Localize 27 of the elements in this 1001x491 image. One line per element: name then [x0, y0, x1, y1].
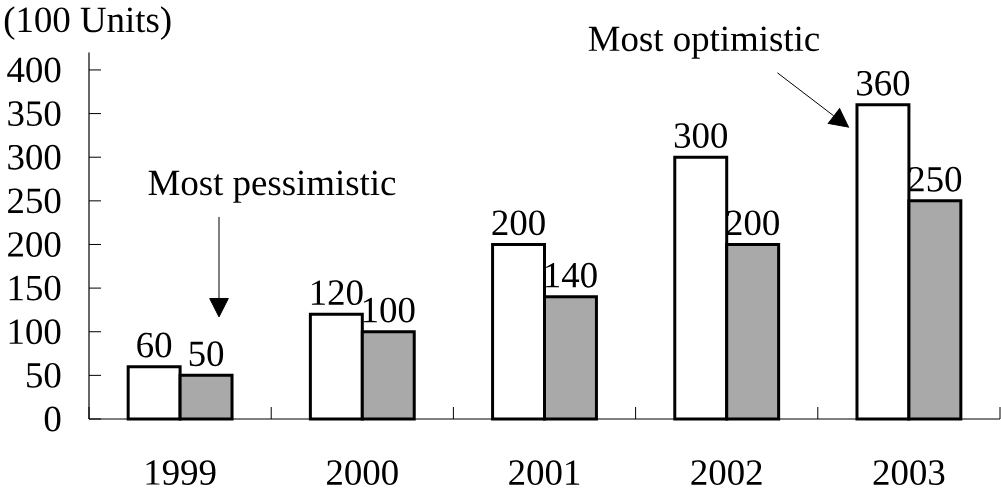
data-label: 200	[726, 210, 779, 236]
y-tick-label: 250	[8, 188, 61, 214]
data-label: 140	[546, 262, 597, 288]
y-axis-title: (100 Units)	[4, 6, 171, 40]
y-tick-label: 150	[9, 275, 61, 301]
x-tick-label: 2003	[873, 460, 945, 486]
data-label: 120	[311, 280, 363, 306]
y-tick-label: 300	[8, 144, 61, 170]
data-label: 60	[137, 332, 172, 358]
x-tick-label: 2002	[691, 460, 762, 486]
x-tick-label: 1999	[146, 460, 216, 485]
data-label: 100	[363, 297, 415, 323]
data-label: 250	[908, 166, 962, 192]
y-tick-label: 350	[8, 101, 61, 127]
y-tick-label: 50	[27, 362, 61, 388]
x-tick-label: 2000	[327, 460, 398, 486]
data-label: 360	[857, 70, 910, 96]
x-tick-label: 2001	[509, 460, 580, 486]
data-label: 200	[492, 210, 545, 236]
y-tick-label: 200	[8, 232, 61, 257]
data-label: 50	[189, 341, 224, 367]
data-label: 300	[674, 123, 727, 149]
annotation: Most optimistic	[588, 26, 820, 59]
y-tick-label: 0	[44, 406, 61, 432]
y-tick-label: 400	[7, 57, 61, 83]
y-tick-label: 100	[9, 319, 61, 345]
annotation: Most pessimistic	[148, 170, 396, 203]
